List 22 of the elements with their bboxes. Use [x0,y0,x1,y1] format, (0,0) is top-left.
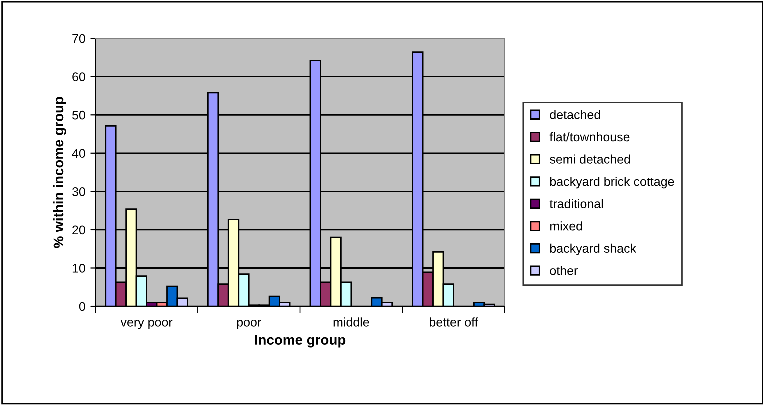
x-tick-label: very poor [120,320,173,330]
y-tick-label: 10 [72,264,86,273]
legend-label: flat/townhouse [550,132,630,142]
x-tick-label: better off [430,318,478,327]
y-axis-title: % within income group [53,97,66,248]
legend-label: semi detached [550,154,630,164]
y-tick-label: 40 [72,149,86,158]
legend-label: backyard brick cottage [550,177,674,189]
x-tick-label: middle [334,318,370,327]
y-tick-label: 0 [79,302,86,312]
legend-label: mixed [550,222,582,231]
legend-label: traditional [550,199,604,208]
y-tick-label: 60 [72,72,86,82]
x-tick-label: poor [237,320,262,330]
y-tick-label: 50 [72,110,86,120]
y-tick-label: 70 [72,34,86,44]
legend-label: other [550,266,578,276]
y-tick-label: 20 [72,226,86,235]
legend-label: backyard shack [550,244,637,256]
y-tick-label: 30 [72,187,86,196]
x-axis-title: Income group [255,335,346,348]
legend-label: detached [550,110,600,120]
